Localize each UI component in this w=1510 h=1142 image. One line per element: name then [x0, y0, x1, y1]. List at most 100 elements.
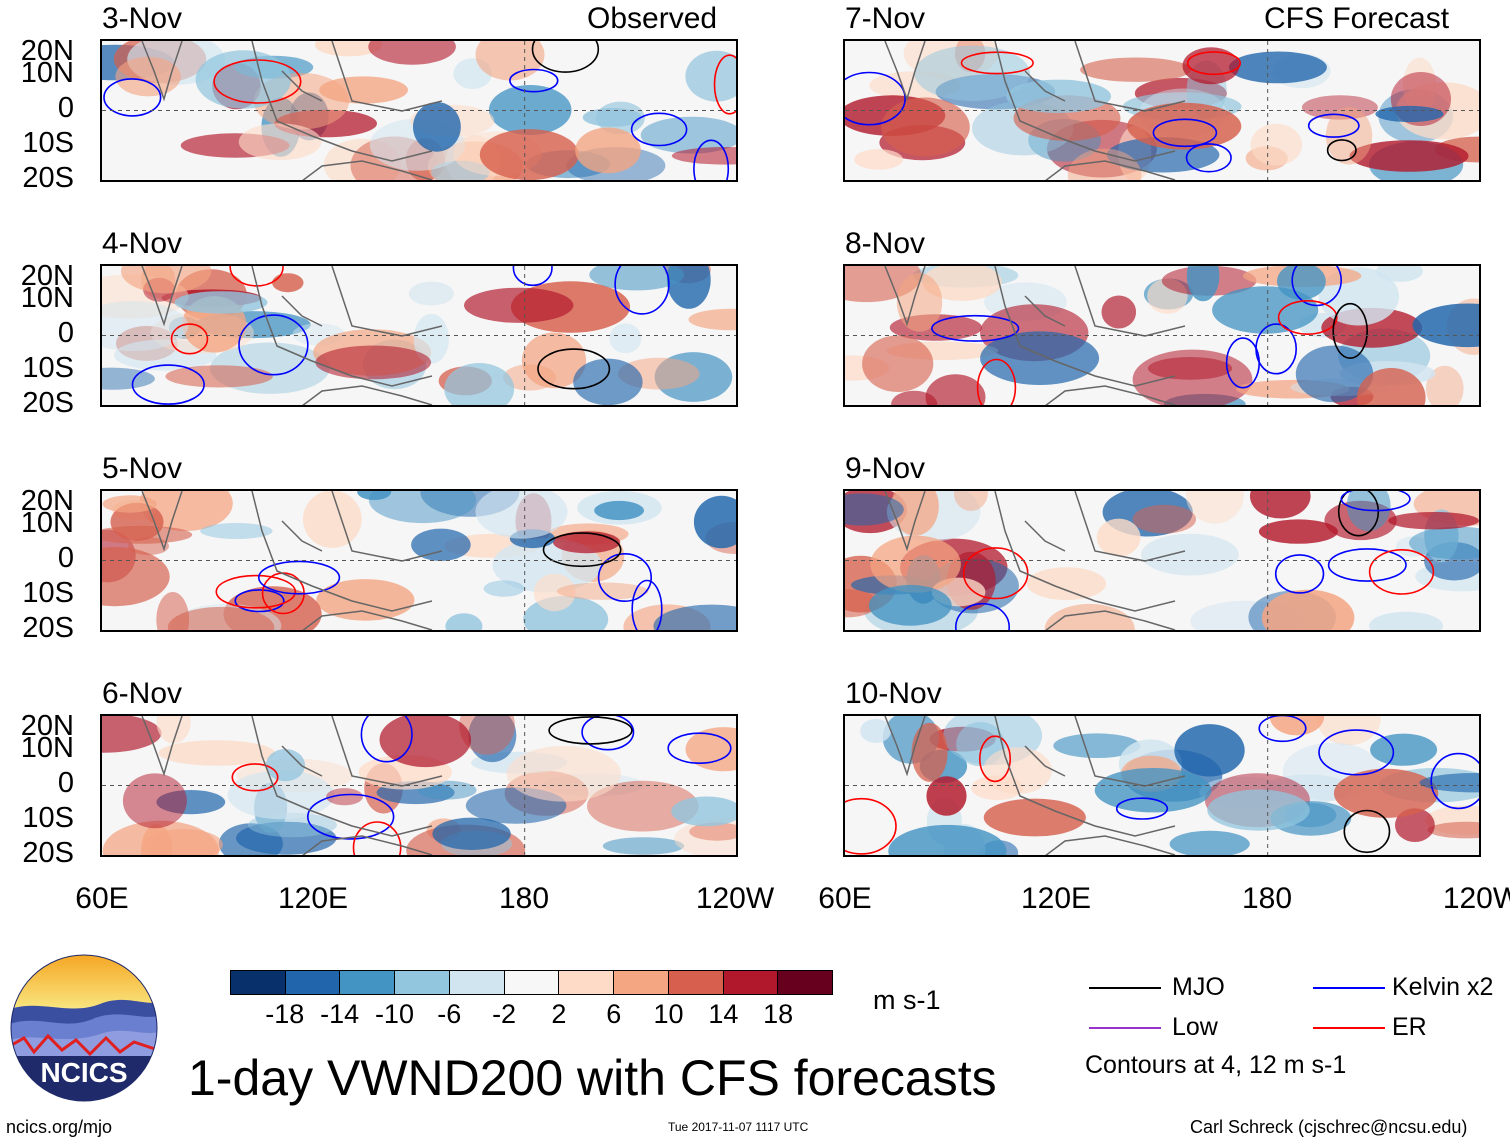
contour-line [238, 314, 309, 376]
contour-line [1152, 118, 1218, 148]
anomaly-blob [653, 604, 736, 630]
coastline [141, 266, 443, 405]
colorbar-tick-label: 6 [606, 999, 622, 1029]
legend-line-mjo [1089, 987, 1161, 989]
x-tick-label: 120E [1020, 882, 1092, 915]
anomaly-blob [1412, 303, 1479, 348]
panel-title: 8-Nov [845, 227, 926, 260]
y-tick-label: 10N [20, 282, 74, 314]
map-field [102, 716, 736, 855]
legend-label-er: ER [1392, 1013, 1427, 1041]
anomaly-blob [144, 829, 223, 855]
x-tick-label: 180 [498, 882, 550, 915]
colorbar-tick-label: -10 [374, 999, 414, 1029]
site-link[interactable]: ncics.org/mjo [6, 1117, 113, 1137]
anomaly-blob [1295, 345, 1374, 403]
anomaly-blob [102, 495, 157, 513]
anomaly-blob [1132, 349, 1253, 405]
contour-line [931, 314, 1020, 342]
contour-line [845, 71, 906, 126]
map-panel-8-nov [843, 264, 1481, 407]
anomaly-blob [115, 56, 181, 97]
anomaly-blob [1269, 716, 1325, 736]
coastline [884, 491, 1186, 630]
anomaly-blob [464, 287, 574, 323]
contour-line [215, 574, 297, 609]
y-tick-label: 20S [22, 387, 74, 419]
anomaly-blob [1349, 140, 1469, 172]
anomaly-blob [444, 363, 515, 405]
contour-line [1186, 51, 1242, 76]
anomaly-blob [1369, 611, 1443, 630]
map-panel-9-nov [843, 489, 1481, 632]
y-tick-label: 0 [57, 767, 74, 799]
anomaly-blob [1185, 491, 1244, 524]
anomaly-blob [200, 523, 273, 539]
contour-line [1337, 491, 1380, 537]
coastline [884, 41, 1186, 180]
anomaly-blob [1132, 504, 1197, 534]
colorbar-swatch [723, 971, 779, 994]
anomaly-blob [1375, 105, 1444, 123]
contour-line [630, 112, 688, 147]
map-field [845, 716, 1479, 855]
anomaly-blob [671, 147, 736, 165]
anomaly-blob [862, 335, 934, 392]
anomaly-blob [1044, 603, 1135, 630]
coastline [884, 716, 1186, 855]
contour-line [548, 716, 633, 745]
contour-line [1368, 549, 1435, 595]
contour-line [542, 532, 622, 568]
anomaly-blob [102, 547, 170, 607]
anomaly-blob [121, 266, 212, 294]
legend-label-mjo: MJO [1172, 973, 1225, 1001]
anomaly-blob [1053, 733, 1141, 758]
anomaly-blob [357, 491, 392, 500]
legend-line-low [1089, 1027, 1161, 1029]
contour-line [1327, 548, 1407, 582]
anomaly-blob [156, 716, 191, 744]
contour-line [614, 266, 670, 315]
credit: Carl Schreck (cjschrec@ncsu.edu) [1190, 1117, 1468, 1137]
contour-line [1277, 299, 1338, 336]
y-tick-label: 20N [20, 485, 74, 517]
contour-line [531, 41, 600, 73]
y-tick-label: 20S [22, 612, 74, 644]
contour-line [352, 821, 402, 855]
anomaly-blob [468, 716, 517, 763]
colorbar-swatch [668, 971, 724, 994]
contour-line [131, 364, 205, 405]
contour-line [581, 716, 635, 751]
contour-line [512, 266, 553, 287]
anomaly-blob [1419, 773, 1479, 793]
map-field [845, 491, 1479, 630]
y-tick-label: 20S [22, 162, 74, 194]
anomaly-blob [868, 584, 952, 626]
colorbar-tick-label: 2 [551, 999, 567, 1029]
contour-line [962, 547, 1029, 600]
contour-line [713, 54, 736, 115]
anomaly-blob [238, 123, 322, 161]
map-panel-10-nov [843, 714, 1481, 857]
colorbar-tick-label: -6 [437, 999, 462, 1029]
legend-label-kelvin: Kelvin x2 [1392, 973, 1494, 1001]
anomaly-blob [980, 331, 1100, 385]
contour-line [1318, 729, 1395, 776]
anomaly-blob [602, 837, 685, 855]
map-field [102, 266, 736, 405]
chart-title: 1-day VWND200 with CFS forecasts [188, 1050, 997, 1106]
colorbar-swatch [340, 971, 396, 994]
anomaly-blob [1026, 567, 1107, 601]
y-tick-label: 10N [20, 732, 74, 764]
map-field [102, 491, 736, 630]
colorbar-tick-label: -18 [265, 999, 305, 1029]
anomaly-blob [1182, 47, 1240, 85]
colorbar-swatch [395, 971, 450, 994]
anomaly-blob [165, 365, 273, 388]
anomaly-blob [689, 822, 736, 841]
anomaly-blob [914, 45, 1031, 101]
colorbar-swatch [231, 971, 286, 994]
anomaly-blob [326, 788, 363, 806]
anomaly-blob [411, 528, 471, 561]
y-tick-label: 0 [57, 542, 74, 574]
